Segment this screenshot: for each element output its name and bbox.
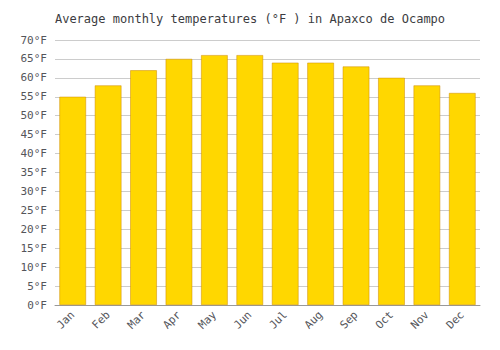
svg-text:Jul: Jul — [267, 308, 290, 331]
svg-text:0°F: 0°F — [27, 299, 47, 312]
svg-text:May: May — [196, 308, 219, 331]
svg-text:10°F: 10°F — [21, 261, 48, 274]
svg-text:Oct: Oct — [373, 308, 396, 331]
svg-text:25°F: 25°F — [21, 204, 48, 217]
svg-text:65°F: 65°F — [21, 52, 48, 65]
svg-text:45°F: 45°F — [21, 128, 48, 141]
svg-text:Feb: Feb — [89, 308, 112, 331]
svg-text:30°F: 30°F — [21, 185, 48, 198]
svg-text:5°F: 5°F — [27, 280, 47, 293]
svg-text:35°F: 35°F — [21, 166, 48, 179]
svg-text:Average monthly temperatures (: Average monthly temperatures (°F ) in Ap… — [55, 12, 445, 26]
svg-text:Jan: Jan — [54, 308, 77, 331]
svg-text:15°F: 15°F — [21, 242, 48, 255]
svg-text:60°F: 60°F — [21, 71, 48, 84]
svg-text:40°F: 40°F — [21, 147, 48, 160]
svg-text:Mar: Mar — [125, 308, 148, 331]
svg-text:Dec: Dec — [444, 308, 467, 331]
svg-text:Apr: Apr — [160, 308, 183, 331]
svg-text:Aug: Aug — [302, 308, 325, 331]
svg-text:Sep: Sep — [337, 308, 360, 331]
svg-text:55°F: 55°F — [21, 90, 48, 103]
svg-text:20°F: 20°F — [21, 223, 48, 236]
svg-text:70°F: 70°F — [21, 34, 48, 47]
svg-text:Nov: Nov — [408, 308, 431, 331]
svg-text:50°F: 50°F — [21, 109, 48, 122]
svg-text:Jun: Jun — [231, 308, 254, 331]
